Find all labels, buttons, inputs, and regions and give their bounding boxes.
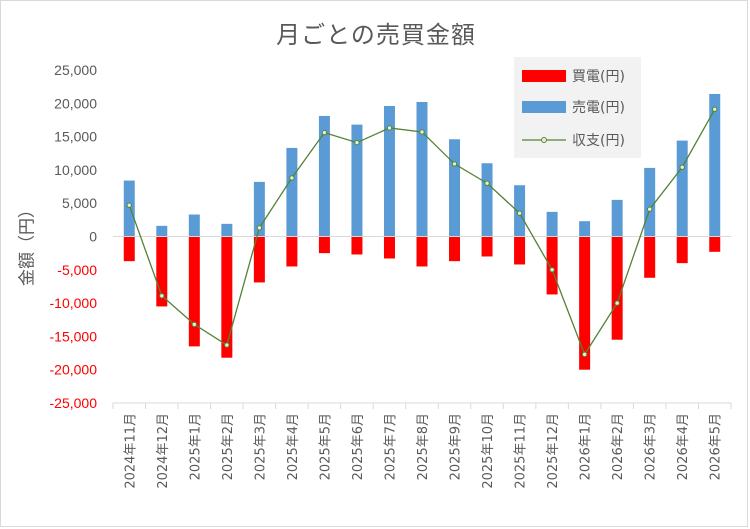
bar-sell <box>449 139 461 237</box>
legend-item: 収支(円) <box>522 130 625 150</box>
x-tick-label: 2025年7月 <box>383 413 398 480</box>
bar-sell <box>383 105 395 237</box>
x-tick-label: 2024年11月 <box>123 413 138 489</box>
bar-sell <box>253 181 265 237</box>
x-tick-label: 2025年4月 <box>286 413 301 480</box>
bar-sell <box>676 140 688 237</box>
x-tick-label: 2025年1月 <box>188 413 203 480</box>
bar-buy <box>644 236 656 278</box>
y-tick-label: 15,000 <box>54 129 97 145</box>
chart-title: 月ごとの売買金額 <box>276 21 476 49</box>
bar-buy <box>156 236 168 307</box>
bar-buy <box>286 236 298 267</box>
bar-buy <box>188 236 200 347</box>
bar-buy <box>253 236 265 283</box>
y-tick-label: -5,000 <box>57 262 97 278</box>
legend-item: 売電(円) <box>522 97 625 117</box>
point-balance <box>484 180 490 186</box>
legend-swatch <box>522 70 566 82</box>
bar-sell <box>611 199 623 237</box>
y-tick-label: 20,000 <box>54 95 97 111</box>
bar-buy <box>611 236 623 340</box>
legend-label: 収支(円) <box>572 133 625 149</box>
bar-buy <box>383 236 395 259</box>
point-balance <box>646 206 653 212</box>
x-tick-label: 2025年6月 <box>351 413 366 480</box>
point-balance <box>712 106 718 112</box>
bar-buy <box>416 236 428 267</box>
bar-sell <box>286 147 298 237</box>
y-tick-label: -20,000 <box>50 362 98 378</box>
bar-sell <box>351 124 363 237</box>
point-balance <box>679 164 685 170</box>
legend-swatch <box>522 101 566 113</box>
x-tick-label: 2024年12月 <box>156 413 171 489</box>
point-balance <box>614 300 620 306</box>
bar-buy <box>351 236 363 255</box>
point-balance <box>354 139 360 146</box>
point-balance <box>516 210 523 216</box>
x-tick-label: 2025年8月 <box>416 413 431 480</box>
x-tick-label: 2025年9月 <box>449 413 464 480</box>
y-tick-label: -10,000 <box>50 295 98 311</box>
bar-buy <box>318 236 330 254</box>
point-balance <box>549 267 555 273</box>
y-tick-label: -25,000 <box>50 395 98 411</box>
bar-sell <box>123 180 135 237</box>
bar-sell <box>709 93 721 237</box>
legend-swatch <box>522 130 566 150</box>
y-tick-label: 5,000 <box>62 195 97 211</box>
x-tick-label: 2026年4月 <box>676 413 691 480</box>
y-tick-label: -15,000 <box>50 328 98 344</box>
bar-buy <box>123 236 135 262</box>
y-tick-label: 0 <box>89 229 97 245</box>
point-balance <box>191 321 198 328</box>
legend: 買電(円) 売電(円) 収支(円) <box>514 57 641 158</box>
bar-sell <box>579 221 591 237</box>
x-tick-label: 2025年5月 <box>318 413 333 480</box>
legend-item: 買電(円) <box>522 66 625 86</box>
bar-sell <box>546 211 558 237</box>
bar-buy <box>449 236 461 262</box>
point-balance <box>321 129 328 136</box>
x-tick-label: 2025年10月 <box>481 413 496 489</box>
point-balance <box>581 351 588 358</box>
legend-label: 売電(円) <box>572 100 625 116</box>
point-balance <box>159 293 165 299</box>
x-tick-label: 2025年12月 <box>546 413 561 489</box>
y-tick-label: 25,000 <box>54 62 97 78</box>
bar-buy <box>481 236 493 257</box>
bar-sell <box>188 214 200 237</box>
bar-sell <box>644 167 656 237</box>
bar-sell <box>416 101 428 237</box>
x-tick-label: 2025年2月 <box>221 413 236 480</box>
bar-buy <box>514 236 526 265</box>
bar-sell <box>221 223 233 237</box>
bar-buy <box>579 236 591 370</box>
point-balance <box>224 342 230 348</box>
x-tick-label: 2025年11月 <box>514 413 529 489</box>
point-balance <box>419 129 425 135</box>
point-balance <box>451 161 458 167</box>
point-balance <box>126 202 132 208</box>
point-balance <box>256 225 263 231</box>
x-tick-label: 2026年5月 <box>709 413 724 480</box>
y-tick-label: 10,000 <box>54 162 97 178</box>
point-balance <box>289 175 295 181</box>
bar-buy <box>546 236 558 295</box>
x-tick-label: 2026年2月 <box>611 413 626 480</box>
bar-sell <box>156 225 168 237</box>
bar-buy <box>221 236 233 358</box>
bar-sell <box>481 163 493 237</box>
bar-sell <box>318 115 330 237</box>
point-balance <box>386 125 393 131</box>
x-tick-label: 2025年3月 <box>253 413 268 480</box>
bar-buy <box>676 236 688 264</box>
bar-buy <box>709 236 721 252</box>
x-tick-label: 2026年1月 <box>579 413 594 480</box>
legend-label: 買電(円) <box>572 69 625 85</box>
x-tick-label: 2026年3月 <box>644 413 659 480</box>
